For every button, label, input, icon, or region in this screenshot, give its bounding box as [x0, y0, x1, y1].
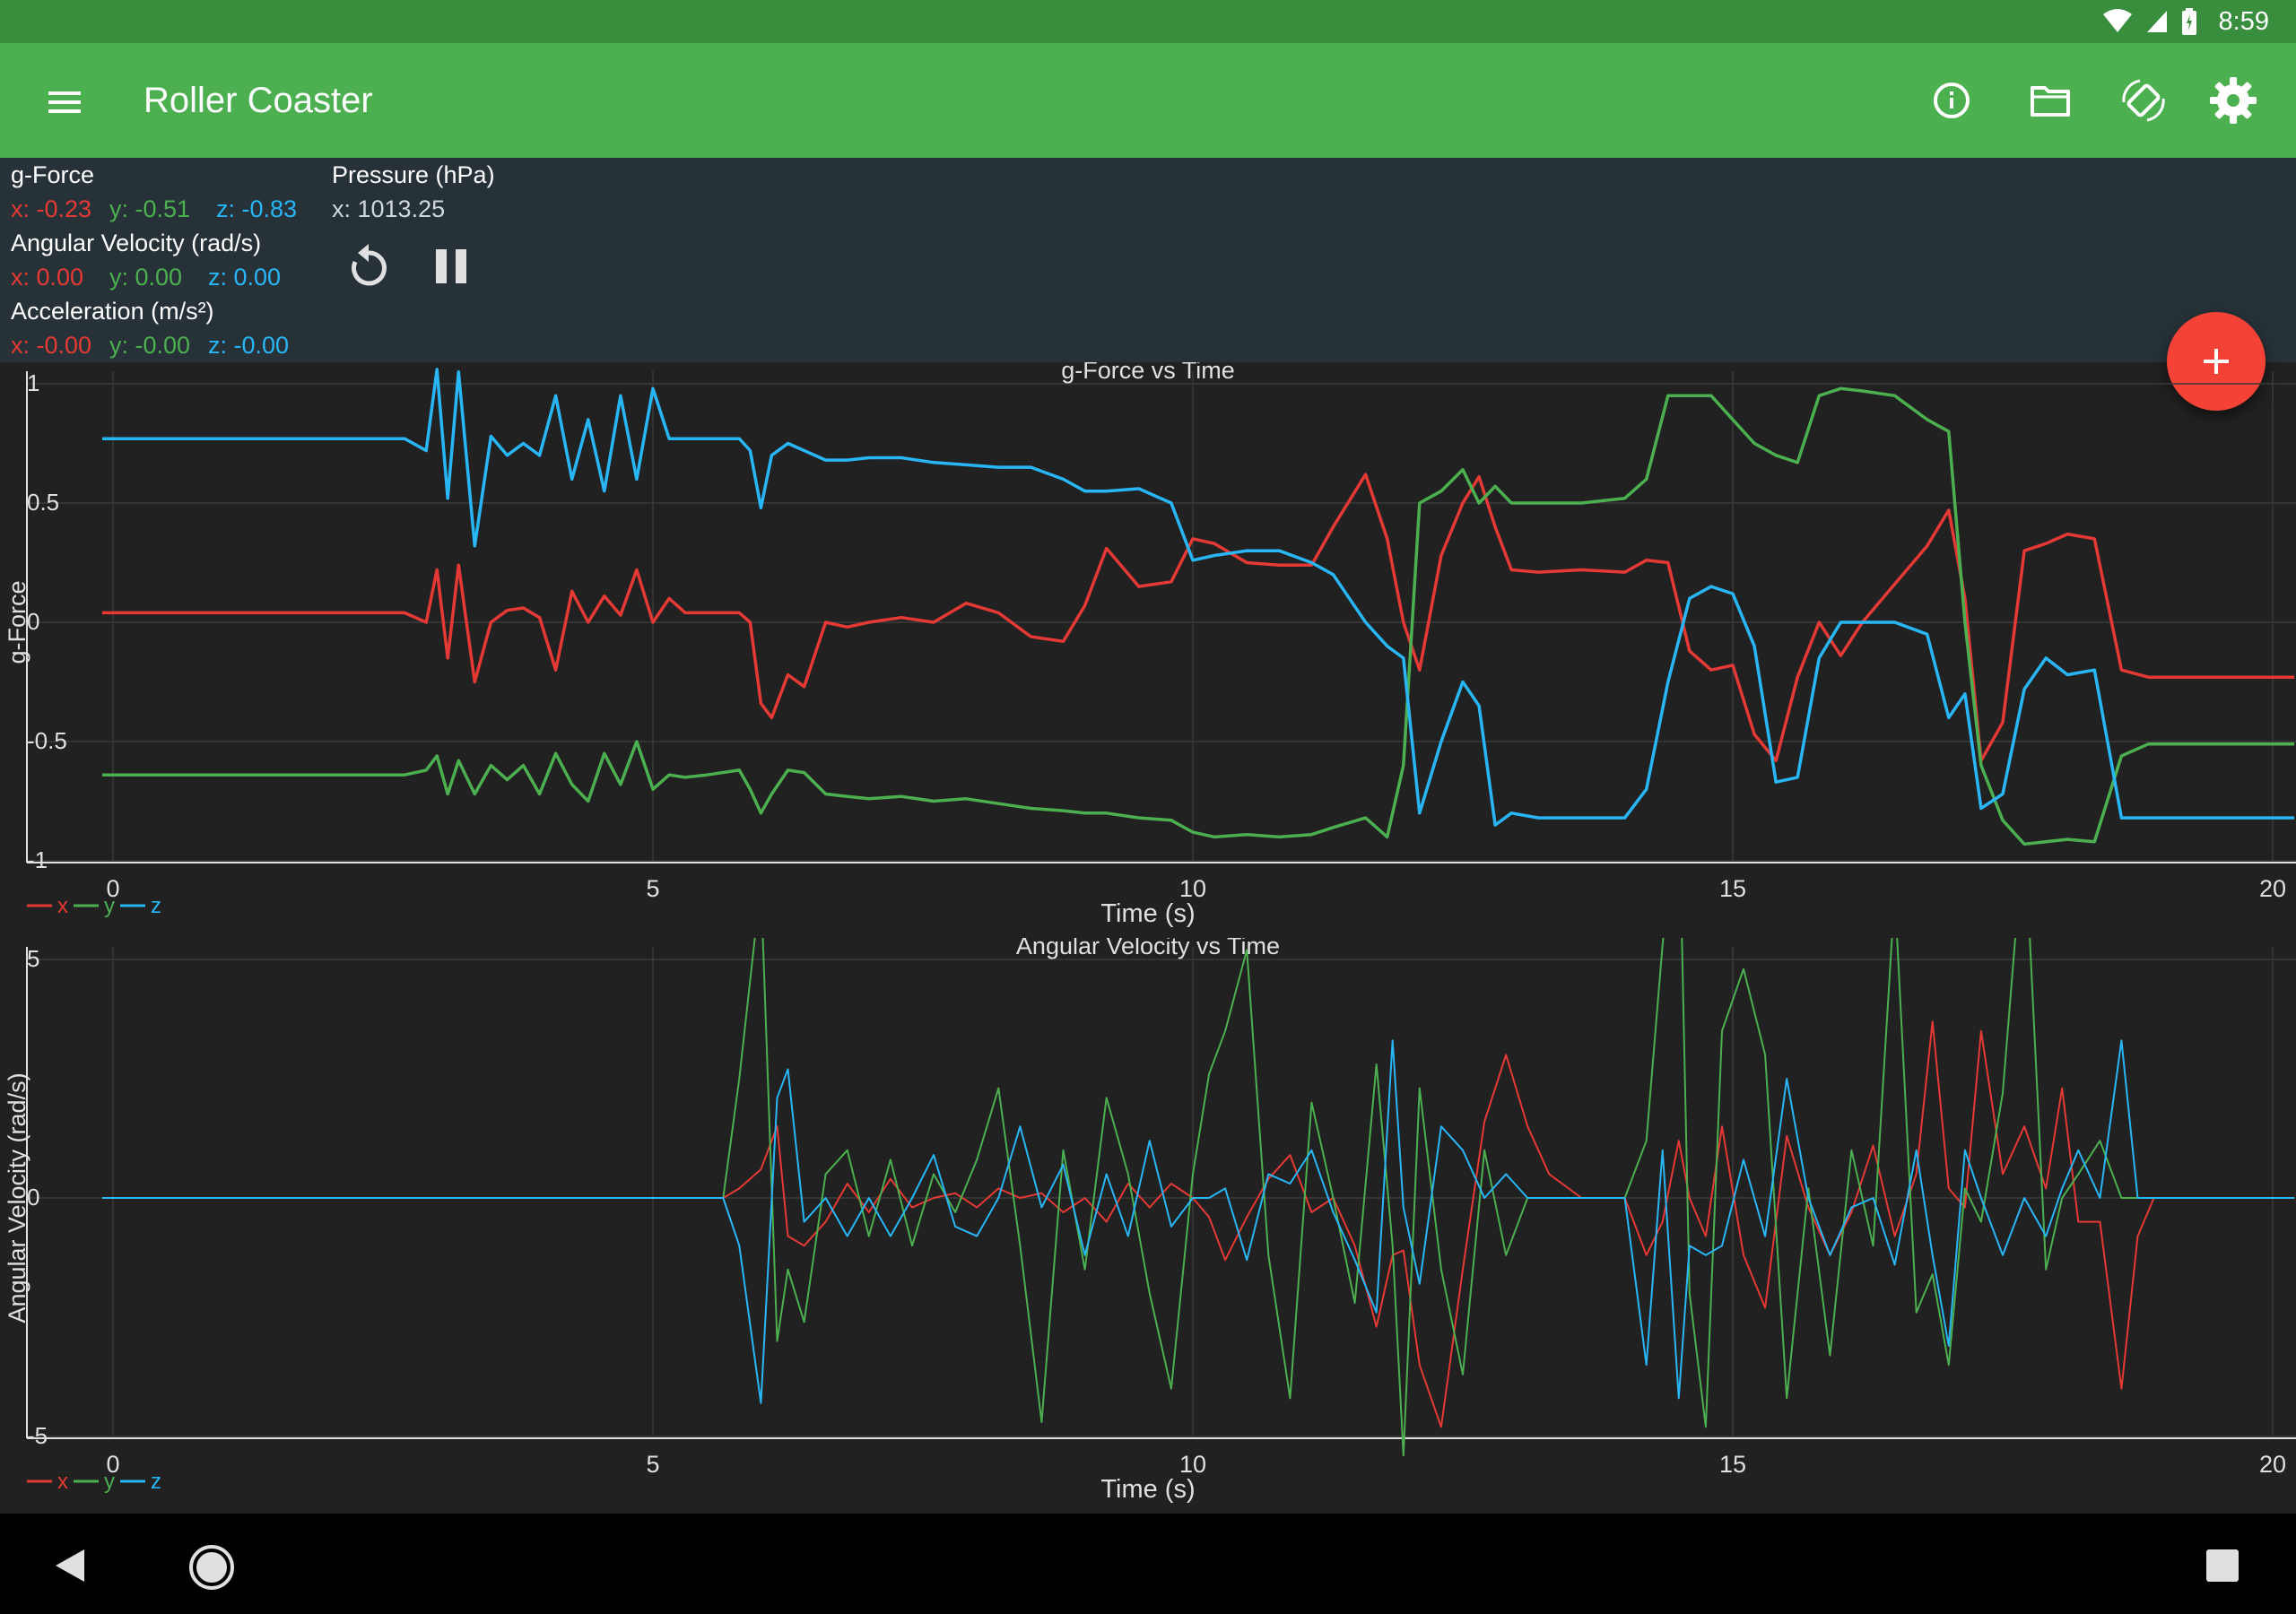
- angular-xtick-label: 5: [646, 1451, 659, 1478]
- gforce-xtick-label: 5: [646, 875, 659, 902]
- gforce-series-y-line: [102, 386, 2295, 846]
- add-icon: [2204, 349, 2229, 374]
- gforce-x-value: x: -0.23: [11, 195, 92, 222]
- angular-y-axis-label: Angular Velocity (rad/s): [4, 1072, 30, 1323]
- gforce-xtick-label: 0: [106, 875, 119, 902]
- gforce-legend-label-y: y: [104, 894, 115, 918]
- pressure-label: Pressure (hPa): [332, 161, 495, 188]
- gforce-series-z-line: [102, 368, 2295, 827]
- gforce-ytick-label: 1: [27, 369, 39, 396]
- gforce-x-axis-label: Time (s): [1100, 899, 1195, 928]
- gforce-y-value: y: -0.51: [109, 195, 191, 222]
- accel-x-value: x: -0.00: [11, 332, 92, 359]
- accel-y-value: y: -0.00: [109, 332, 191, 359]
- angular-series-z-line: [102, 1039, 2295, 1404]
- folder-icon[interactable]: [2025, 75, 2075, 126]
- angular-ytick-label: -5: [27, 1422, 48, 1449]
- angular-x-value: x: 0.00: [11, 264, 84, 291]
- gforce-xtick-label: 15: [1719, 875, 1746, 902]
- gforce-ytick-label: -0.5: [27, 727, 67, 754]
- gforce-chart: 1 0.5 0 -0.5 -1 0 5 10 15 20 g-Force vs Time Time (…: [4, 362, 2296, 928]
- status-time: 8:59: [2218, 6, 2269, 36]
- angular-xtick-label: 10: [1179, 1451, 1206, 1478]
- accel-z-value: z: -0.00: [208, 332, 290, 359]
- cell-signal-icon: [2146, 11, 2167, 32]
- pressure-value: x: 1013.25: [332, 195, 446, 222]
- recents-icon[interactable]: [2205, 1548, 2240, 1584]
- angular-x-axis-label: Time (s): [1100, 1475, 1195, 1504]
- angular-ytick-label: 5: [27, 945, 39, 972]
- angular-xtick-label: 0: [106, 1451, 119, 1478]
- menu-icon[interactable]: [41, 79, 88, 126]
- angular-ytick-label: 0: [27, 1184, 39, 1210]
- angular-legend-label-z: z: [151, 1470, 161, 1494]
- angular-xtick-label: 15: [1719, 1451, 1746, 1478]
- app-bar: Roller Coaster: [0, 43, 2296, 158]
- gforce-ytick-label: -1: [27, 846, 48, 873]
- angular-velocity-label: Angular Velocity (rad/s): [11, 230, 262, 256]
- angular-chart-title: Angular Velocity vs Time: [1016, 938, 1280, 959]
- angular-xtick-label: 20: [2259, 1451, 2286, 1478]
- gforce-xtick-label: 20: [2259, 875, 2286, 902]
- gforce-xtick-label: 10: [1179, 875, 1206, 902]
- gforce-ytick-label: 0.5: [27, 489, 59, 516]
- info-icon[interactable]: [1926, 75, 1977, 126]
- status-bar: 8:59: [0, 0, 2296, 43]
- angular-velocity-chart: 5 0 -5 0 5 10 15 20 Angular Velocity vs Time Time…: [4, 938, 2296, 1504]
- angular-legend-label-x: x: [57, 1470, 68, 1494]
- gforce-legend-label-z: z: [151, 894, 161, 918]
- gforce-chart-title: g-Force vs Time: [1061, 362, 1235, 384]
- sensor-readouts: g-Force x: -0.23 y: -0.51 z: -0.83 Angul…: [0, 158, 2296, 362]
- angular-z-value: z: 0.00: [208, 264, 282, 291]
- gforce-legend-label-x: x: [57, 894, 68, 918]
- angular-y-value: y: 0.00: [109, 264, 183, 291]
- acceleration-label: Acceleration (m/s²): [11, 298, 214, 325]
- angular-legend-label-y: y: [104, 1470, 115, 1494]
- screen-rotation-icon[interactable]: [2118, 75, 2169, 126]
- pause-icon[interactable]: [432, 244, 477, 289]
- home-icon[interactable]: [188, 1544, 235, 1591]
- back-icon[interactable]: [50, 1546, 90, 1585]
- add-button[interactable]: [2167, 312, 2266, 411]
- reset-icon[interactable]: [343, 242, 395, 294]
- gforce-y-axis-label: g-Force: [4, 580, 30, 664]
- page-title: Roller Coaster: [144, 81, 373, 120]
- angular-series-y-line: [102, 938, 2295, 1457]
- gforce-z-value: z: -0.83: [216, 195, 298, 222]
- battery-icon: [2181, 8, 2196, 35]
- gforce-label: g-Force: [11, 161, 95, 188]
- navigation-bar: [0, 1514, 2296, 1614]
- gforce-ytick-label: 0: [27, 608, 39, 635]
- status-icons: 8:59: [2102, 0, 2269, 43]
- wifi-icon: [2102, 9, 2132, 32]
- angular-series-x-line: [102, 1020, 2295, 1428]
- settings-icon[interactable]: [2208, 75, 2258, 126]
